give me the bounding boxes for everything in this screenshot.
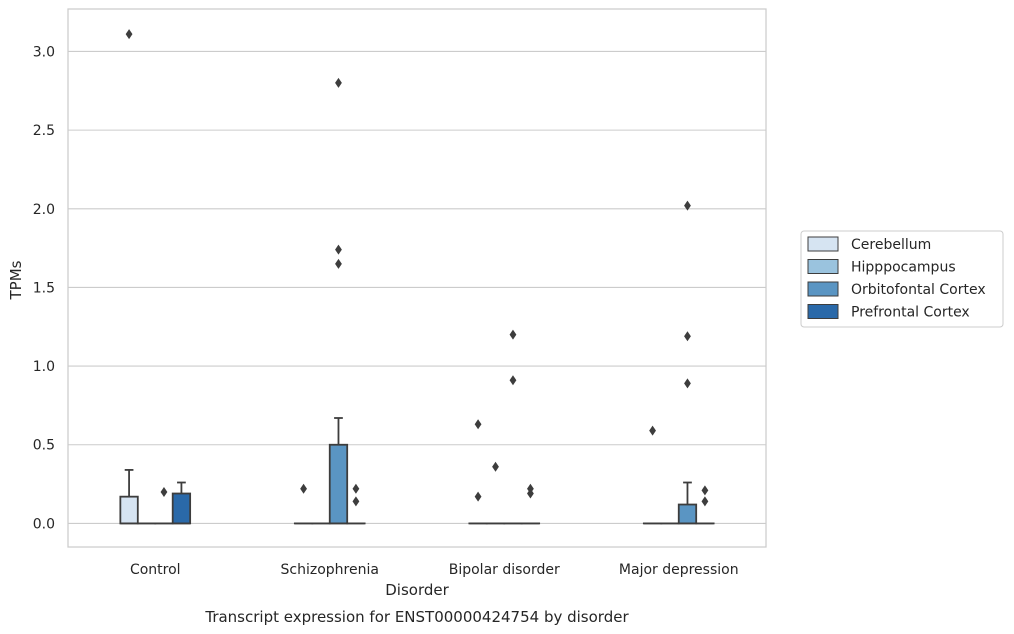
legend-label: Orbitofontal Cortex	[851, 282, 986, 298]
outlier-point	[701, 485, 709, 496]
legend-label: Prefrontal Cortex	[851, 305, 970, 321]
box-bipolar-disorder	[520, 483, 541, 525]
outlier-point	[474, 419, 482, 430]
outlier-point	[335, 77, 342, 88]
outlier-point	[474, 491, 482, 502]
box-series	[119, 29, 715, 525]
outlier-point	[509, 329, 517, 340]
box-bipolar-disorder	[503, 329, 523, 525]
x-axis-label: Disorder	[385, 581, 449, 599]
box-rect	[119, 495, 139, 525]
legend-label: Cerebellum	[851, 237, 931, 253]
chart-title: Transcript expression for ENST0000042475…	[204, 608, 629, 626]
grid-lines	[68, 50, 766, 524]
outlier-point	[125, 29, 133, 40]
box-major-depression	[642, 425, 663, 525]
outlier-point	[527, 483, 534, 494]
legend-swatch	[807, 304, 839, 319]
outlier-point	[701, 496, 709, 507]
series-cerebellum	[119, 29, 663, 525]
outlier-point	[684, 378, 691, 389]
box-major-depression	[677, 200, 698, 525]
box-major-depression	[695, 485, 715, 525]
outlier-point	[335, 258, 342, 269]
outlier-point	[160, 486, 168, 497]
outlier-point	[684, 331, 691, 342]
y-axis-ticks: 0.0 0.5 1.0 1.5 2.0 2.5 3.0	[33, 44, 55, 532]
outlier-point	[492, 461, 499, 472]
outlier-point	[684, 200, 691, 211]
outlier-point	[509, 375, 517, 386]
box-control	[119, 29, 139, 525]
legend-swatch	[807, 281, 839, 297]
outlier-point	[335, 244, 342, 255]
x-tick-label: Control	[130, 562, 181, 578]
series-prefrontal-cortex	[171, 481, 715, 525]
y-tick-label: 1.5	[33, 280, 55, 296]
legend-swatch	[807, 236, 839, 252]
plot-area-frame	[67, 8, 767, 548]
series-orbitofontal-cortex	[154, 77, 698, 525]
box-rect	[328, 443, 349, 525]
outlier-point	[649, 425, 656, 436]
x-tick-label: Bipolar disorder	[449, 562, 560, 578]
box-rect	[677, 503, 698, 525]
y-tick-label: 2.5	[33, 123, 55, 139]
y-tick-label: 0.5	[33, 438, 55, 454]
box-bipolar-disorder	[485, 461, 506, 525]
box-schizophrenia	[346, 483, 366, 525]
x-axis-ticks: Control Schizophrenia Bipolar disorder Majo…	[130, 562, 739, 578]
y-tick-label: 1.0	[33, 359, 55, 375]
x-tick-label: Major depression	[619, 562, 739, 578]
outlier-point	[352, 496, 360, 507]
box-bipolar-disorder	[468, 419, 488, 525]
legend: Cerebellum Hipppocampus Orbitofontal Corte…	[800, 230, 1004, 328]
legend-frame	[800, 230, 1004, 328]
box-schizophrenia	[328, 77, 349, 525]
box-control	[171, 481, 192, 525]
y-tick-label: 3.0	[33, 44, 55, 60]
outlier-point	[300, 483, 307, 494]
y-axis-label: TPMs	[7, 260, 25, 300]
box-schizophrenia	[293, 483, 314, 525]
box-rect	[171, 492, 192, 525]
outlier-point	[352, 483, 360, 494]
legend-label: Hipppocampus	[851, 260, 956, 276]
box-control	[154, 486, 174, 525]
series-hipppocampus	[136, 461, 680, 525]
y-tick-label: 0.0	[33, 516, 55, 532]
legend-swatch	[807, 259, 839, 274]
y-tick-label: 2.0	[33, 202, 55, 218]
x-tick-label: Schizophrenia	[281, 562, 379, 578]
